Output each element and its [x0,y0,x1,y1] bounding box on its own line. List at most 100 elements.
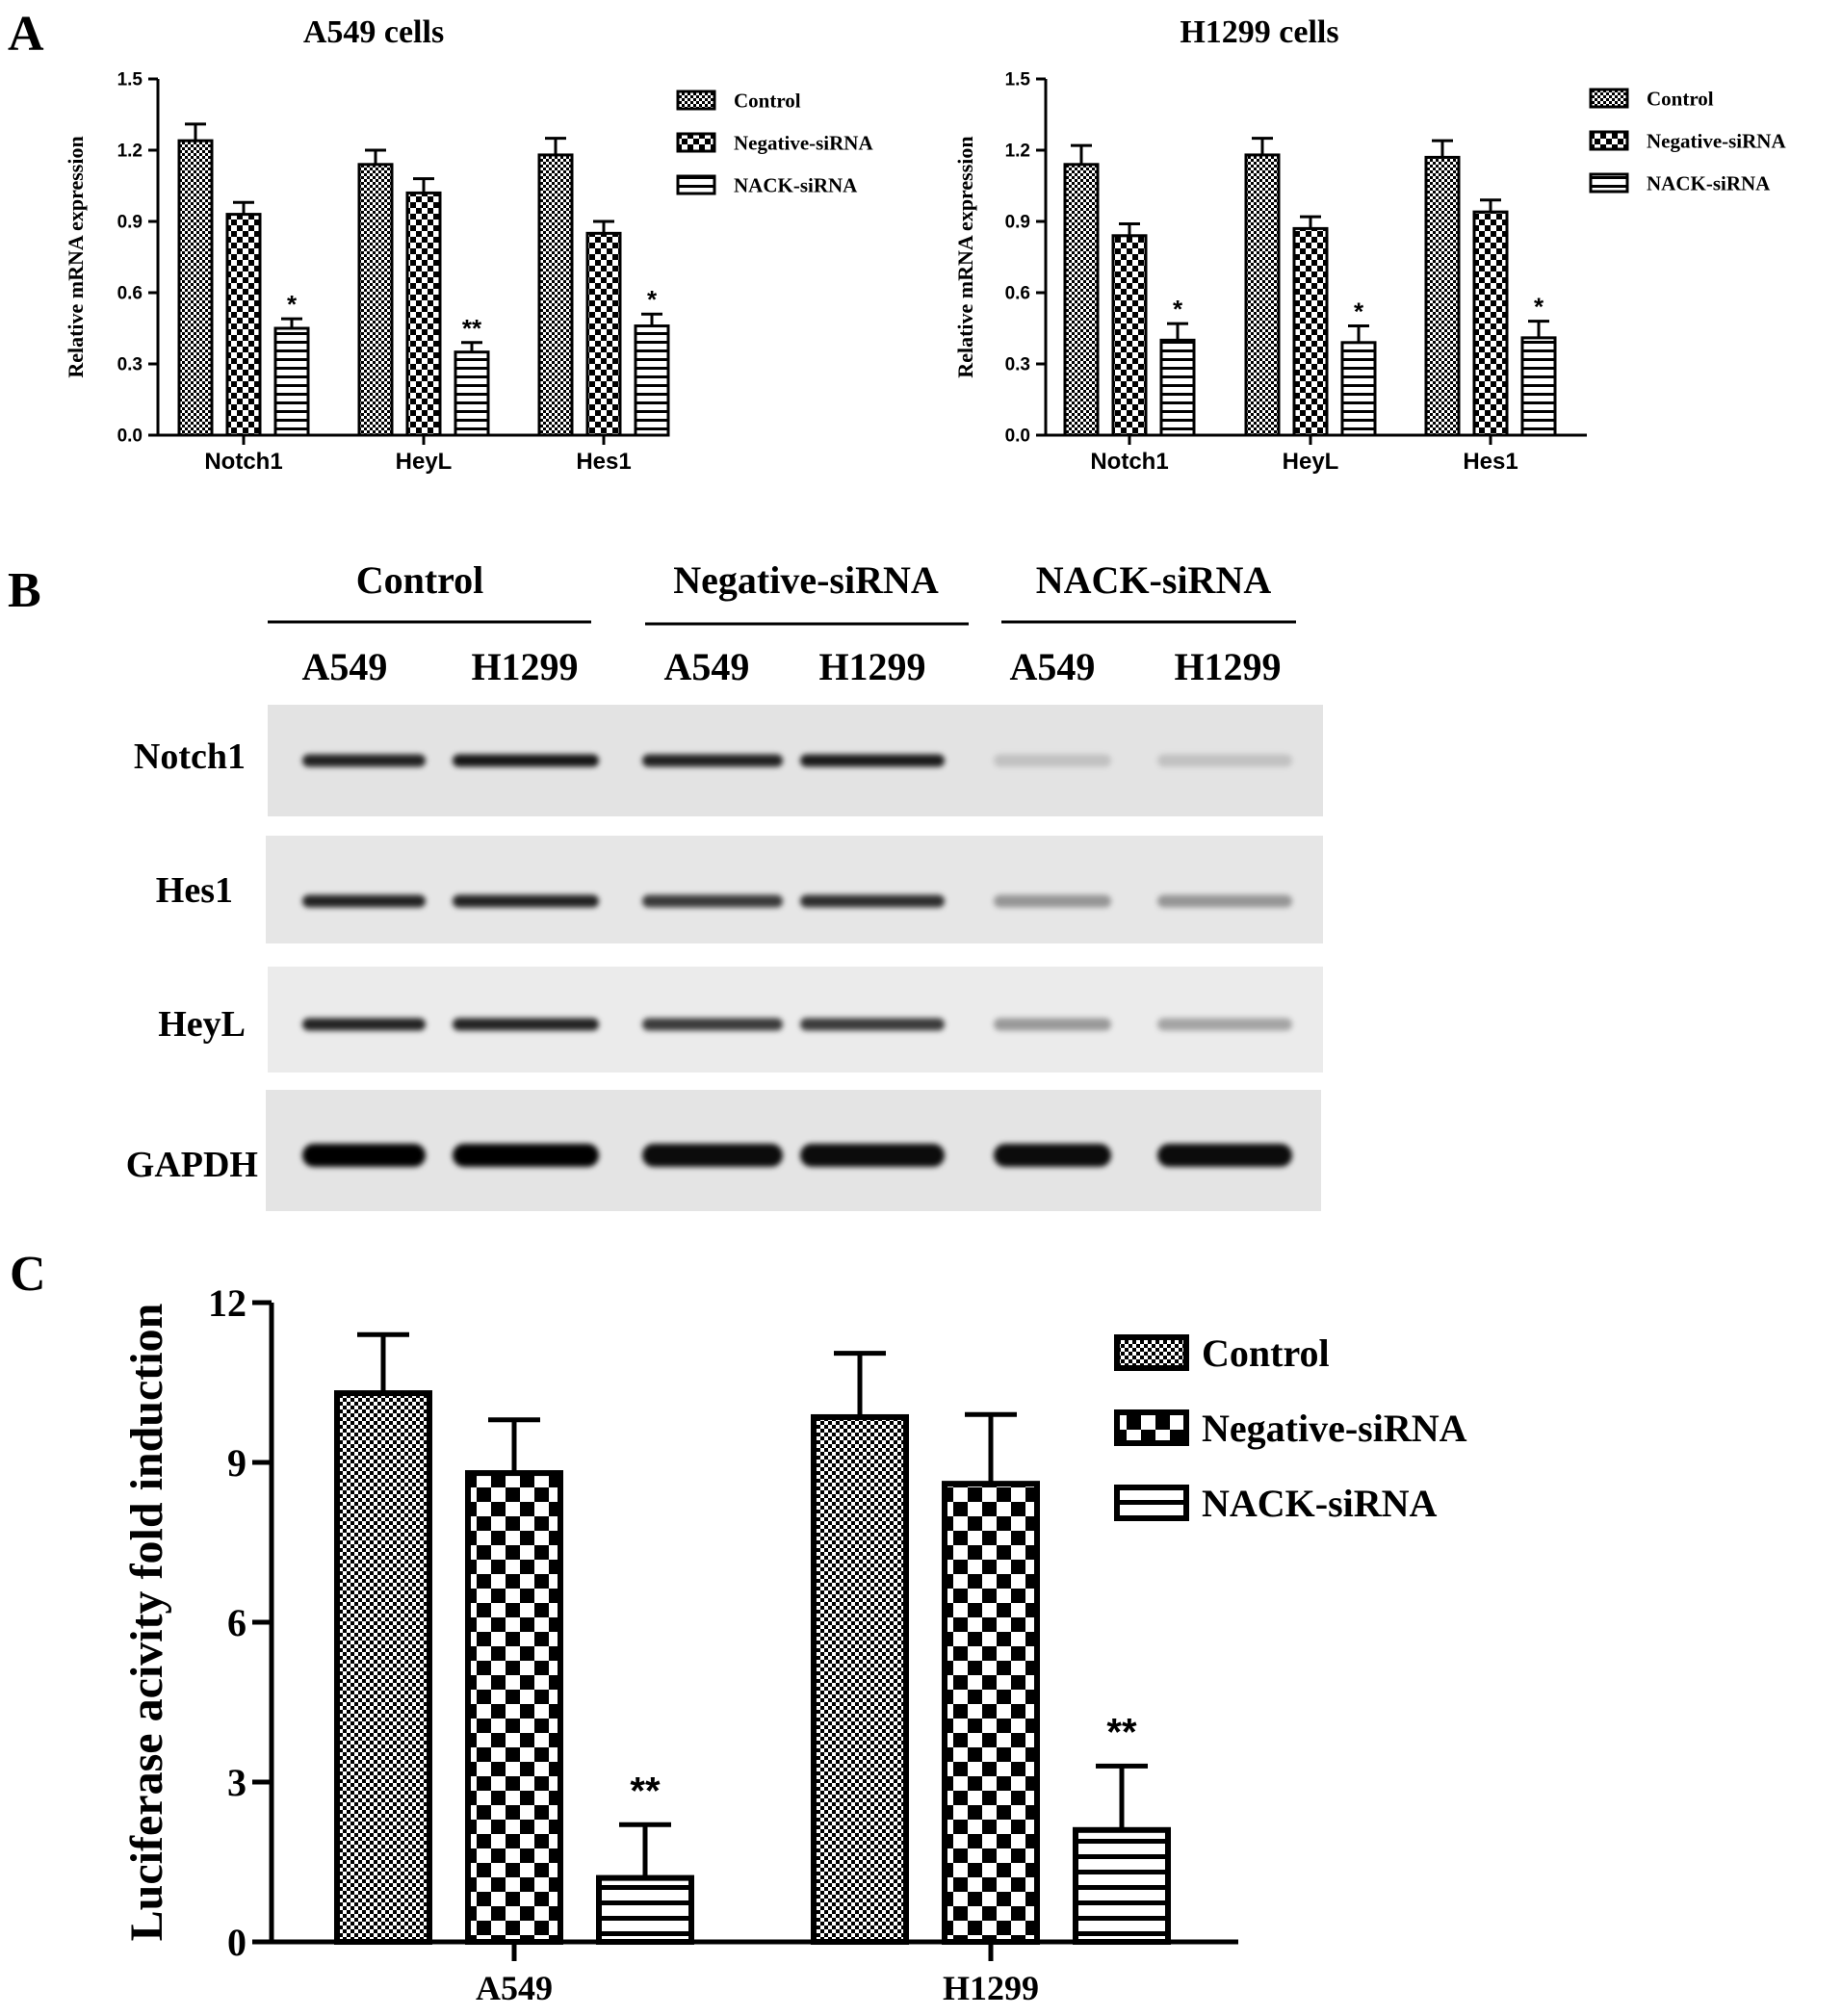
y-tick-label: 1.5 [1005,70,1031,90]
x-tick-label: Hes1 [576,449,631,475]
chart-title: H1299 cells [1180,14,1338,50]
legend-swatch [1114,1409,1189,1446]
legend-swatch [1589,88,1629,109]
legend-label: NACK-siRNA [1647,171,1771,194]
blot-band [302,1144,426,1167]
x-tick-label: H1299 [943,1969,1039,2007]
bar [942,1481,1040,1945]
blot-band [642,1018,783,1031]
lane-label: H1299 [818,645,925,688]
bar [634,324,670,437]
blot-band [800,894,945,908]
blot-band [453,894,599,908]
significance-mark: * [1173,295,1183,323]
bar [334,1390,432,1945]
lane-label: A549 [664,645,750,688]
bar [1472,210,1509,437]
blot-band [994,1018,1111,1031]
blot-strip [266,1090,1321,1211]
blot-band [994,1144,1111,1167]
blot-band [453,1144,599,1167]
x-tick-label: Hes1 [1463,449,1518,475]
blot-strip [266,836,1323,943]
x-tick-label: HeyL [1283,449,1339,475]
protein-label-gapdh: GAPDH [126,1145,258,1185]
bar [1340,341,1377,437]
y-tick-label: 0.3 [1005,355,1030,375]
y-tick-label: 0.0 [117,426,143,447]
blot-group-negative: Negative-siRNA [673,558,939,602]
legend-swatch [1589,172,1629,194]
blot-band [302,1018,426,1031]
chart-h1299-mrna: H1299 cells 0.0 0.3 0.6 0.9 1.2 1.5 Relative mR… [953,14,1786,475]
chart-a549-mrna: A549 cells 0.0 0.3 0.6 0.9 1.2 1.5 Relative mRN… [64,14,873,475]
bar [1063,163,1100,437]
y-tick-label: 0.9 [1005,213,1030,233]
blot-band [1157,754,1292,767]
bar [537,153,574,437]
significance-mark: * [1354,297,1364,326]
x-tick-label: Notch1 [1090,449,1168,475]
blot-band [453,1018,599,1031]
y-tick-label: 0.6 [117,284,143,304]
bar [357,163,394,437]
legend-label: Control [734,89,801,112]
bar [811,1413,909,1945]
blot-band [642,1144,783,1167]
significance-mark: * [647,285,658,314]
legend-label: Negative-siRNA [1647,129,1786,152]
y-axis-label: Luciferase acivity fold induction [121,1304,172,1942]
blot-group-control: Control [356,558,484,602]
blot-band [1157,1144,1292,1167]
bar [585,231,622,437]
legend-label: Control [1647,87,1714,110]
y-axis-label: Relative mRNA expression [953,136,977,377]
bar [465,1470,563,1945]
lane-label: A549 [1010,645,1096,688]
blot-band [800,1018,945,1031]
blot-band [800,1144,945,1167]
x-tick-label: A549 [476,1969,553,2007]
blot-band [302,754,426,767]
y-tick-label: 9 [227,1441,246,1485]
y-tick-label: 0.3 [117,355,143,375]
chart-title: A549 cells [303,14,444,50]
bar [1073,1826,1171,1946]
blot-strip [268,967,1323,1073]
significance-mark: * [287,290,298,319]
y-tick-label: 1.5 [117,70,143,90]
y-tick-label: 1.2 [117,142,143,162]
bar [596,1874,694,1945]
significance-mark: * [1534,293,1544,322]
legend-label: Negative-siRNA [1202,1407,1467,1450]
blot-band [1157,1018,1292,1031]
bar [454,350,490,437]
x-tick-label: Notch1 [204,449,282,475]
bar [273,326,310,437]
significance-mark: ** [462,314,482,343]
protein-label-notch1: Notch1 [134,737,246,777]
bar [1292,226,1329,437]
bar [1111,234,1148,437]
y-tick-label: 1.2 [1005,142,1030,162]
chart-luciferase: 0 3 6 9 12 Luciferase acivity fold induction A… [121,1281,1467,2007]
legend-swatch [676,174,716,195]
bar [405,191,442,437]
panel-label-a: A [8,7,44,62]
legend-label: NACK-siRNA [734,173,858,196]
legend-swatch [1589,130,1629,151]
blot-band [994,754,1111,767]
blot-band [800,754,945,767]
panel-label-c: C [10,1247,46,1302]
legend-label: NACK-siRNA [1202,1482,1438,1525]
protein-label-heyl: HeyL [158,1004,246,1045]
y-tick-label: 0.0 [1005,426,1030,447]
lane-label: A549 [302,645,388,688]
protein-label-hes1: Hes1 [156,870,233,911]
bar [1159,338,1196,437]
legend-swatch [676,90,716,111]
bar [225,213,262,437]
blot-band [642,754,783,767]
blot-group-nack: NACK-siRNA [1036,558,1272,602]
blot-band [642,894,783,908]
